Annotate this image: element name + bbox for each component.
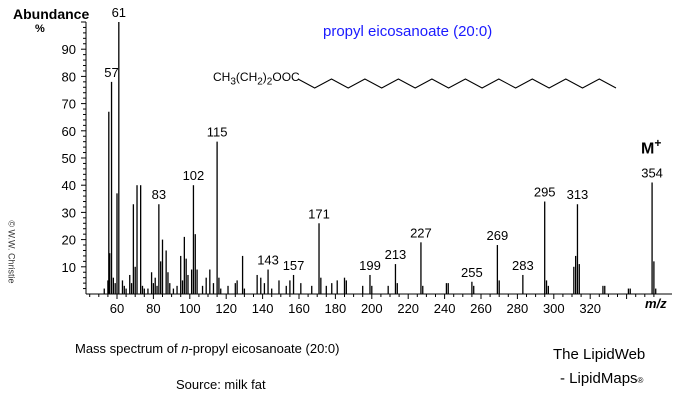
y-tick-label: 50 [62,151,76,166]
x-tick-label: 240 [434,301,456,316]
x-tick-label: 80 [146,301,160,316]
y-tick-label: 10 [62,260,76,275]
y-axis-unit: % [35,23,45,35]
peak-label: 269 [487,228,509,243]
x-tick-label: 100 [179,301,201,316]
peak-label: 199 [359,258,381,273]
lipidmaps-brand: - LipidMaps® [560,370,644,387]
x-tick-label: 280 [507,301,529,316]
copyright-notice: © W.W. Christie [6,220,17,284]
y-tick-label: 90 [62,42,76,57]
peak-label: 83 [152,187,166,202]
y-tick-label: 80 [62,69,76,84]
y-tick-label: 40 [62,178,76,193]
structure-formula: CH3(CH2)2OOC [213,70,300,88]
peak-label: 354 [641,165,663,180]
y-tick-label: 20 [62,233,76,248]
peak-label: 61 [112,5,126,20]
y-tick-label: 70 [62,97,76,112]
x-tick-label: 320 [579,301,601,316]
x-tick-label: 120 [215,301,237,316]
x-tick-label: 260 [470,301,492,316]
alkyl-chain-structure [297,78,617,89]
peak-label: 157 [283,258,305,273]
peak-label: 313 [567,187,589,202]
x-tick-label: 220 [397,301,419,316]
x-tick-label: 300 [543,301,565,316]
y-tick-label: 60 [62,124,76,139]
x-tick-label: 160 [288,301,310,316]
peak-label: 213 [385,247,407,262]
peak-label: 143 [257,253,279,268]
y-tick-label: 30 [62,205,76,220]
peak-label: 227 [410,225,432,240]
peak-label: 171 [308,206,330,221]
peak-label: 255 [461,265,483,280]
x-tick-label: 180 [325,301,347,316]
x-axis-label: m/z [645,296,667,311]
figure-caption: Mass spectrum of n-propyl eicosanoate (2… [75,341,340,356]
x-tick-label: 140 [252,301,274,316]
peak-label: 102 [183,168,205,183]
y-axis-label: Abundance [13,6,90,22]
peak-label: 115 [207,125,228,140]
x-tick-label: 200 [361,301,383,316]
source-note: Source: milk fat [176,377,266,392]
lipidweb-brand: The LipidWeb [553,346,646,363]
x-tick-label: 60 [110,301,124,316]
peak-label: 57 [104,65,118,80]
peak-label: 295 [534,185,556,200]
molecular-ion-label: M+ [641,136,662,158]
peak-label: 283 [512,258,534,273]
chart-title: propyl eicosanoate (20:0) [323,23,493,40]
